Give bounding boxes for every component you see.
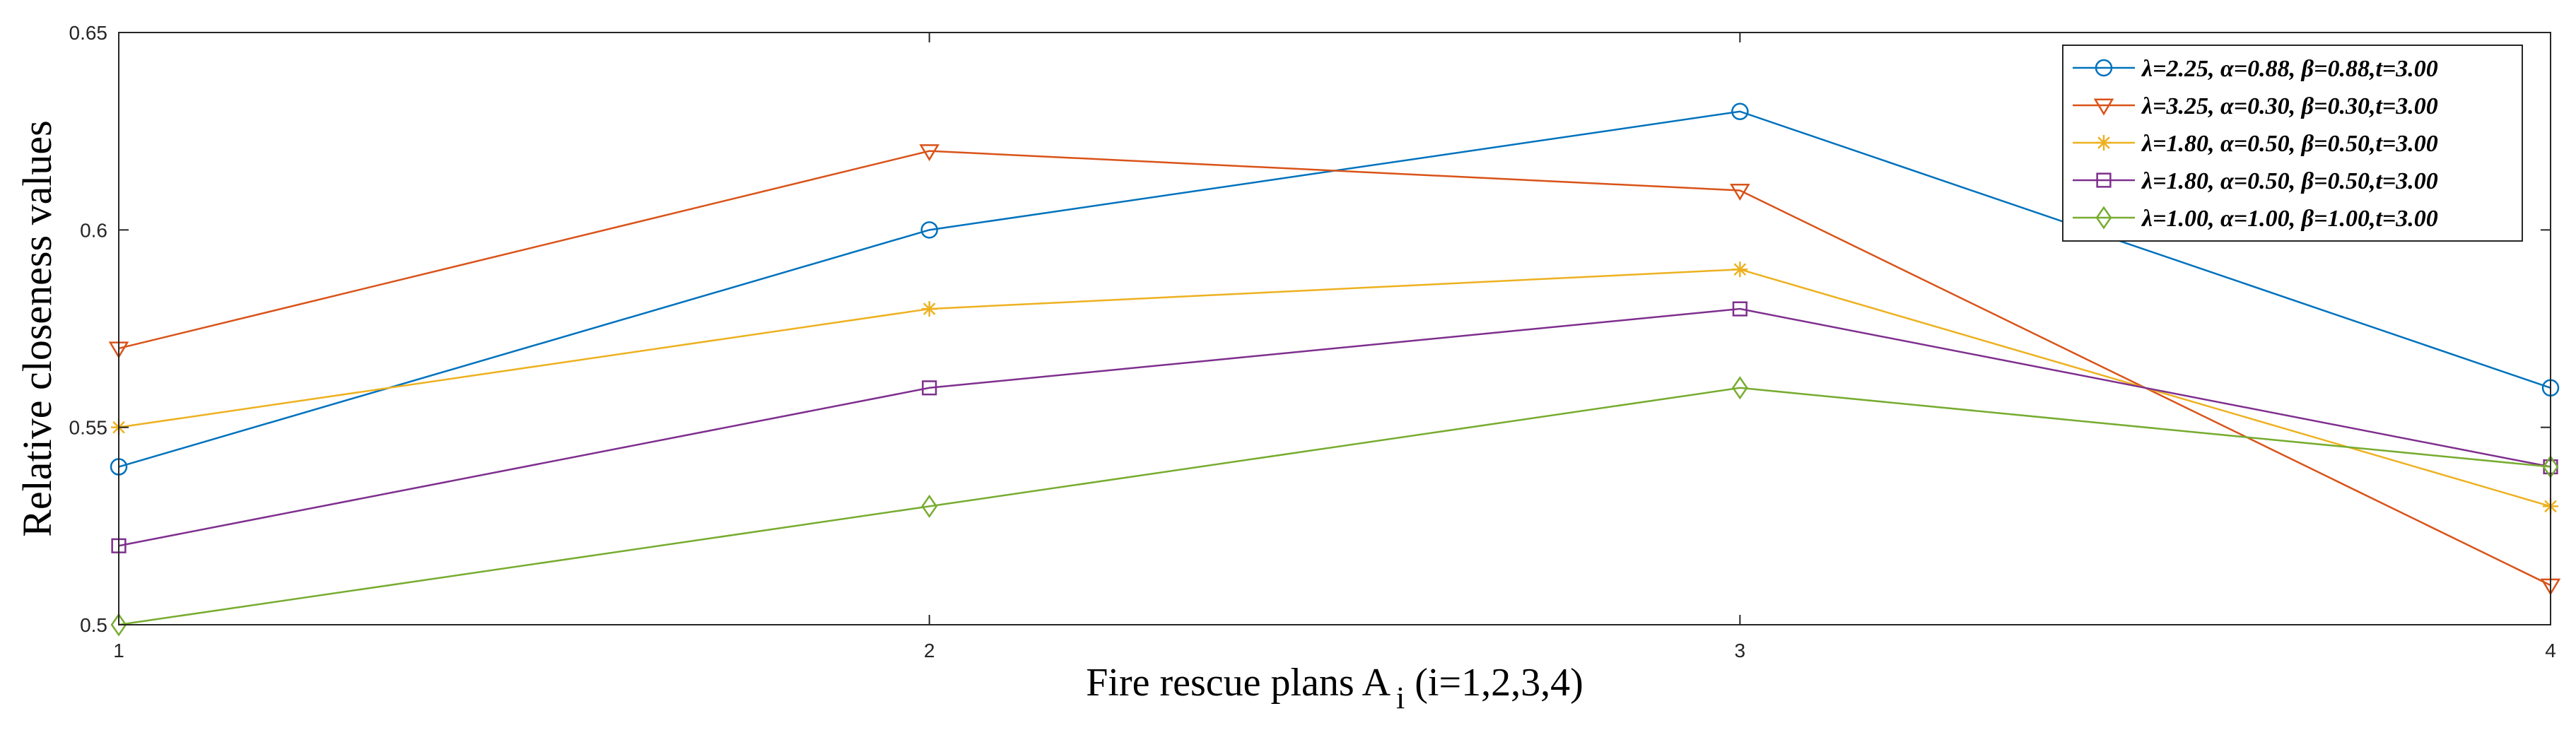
series-3-point [1732, 261, 1748, 278]
y-tick-label: 0.6 [80, 219, 107, 241]
series-5-point [110, 613, 127, 637]
legend-label: λ=3.25, α=0.30, β=0.30,t=3.00 [2141, 93, 2438, 119]
series-5-point [921, 494, 938, 518]
x-axis-title-subscript: i [1396, 681, 1405, 715]
x-tick-label: 4 [2545, 640, 2556, 662]
series-layer [108, 102, 2561, 637]
x-tick-label: 3 [1735, 640, 1746, 662]
y-tick-label: 0.5 [80, 614, 107, 636]
x-axis-title-tail: (i=1,2,3,4) [1405, 661, 1583, 705]
legend-entry-1: λ=2.25, α=0.88, β=0.88,t=3.00 [2073, 56, 2438, 82]
legend-marker [2096, 172, 2112, 188]
legend-entry-5: λ=1.00, α=1.00, β=1.00,t=3.00 [2073, 206, 2438, 232]
series-1-point [1731, 102, 1749, 120]
series-5-point [1731, 376, 1748, 400]
series-2-point [919, 144, 939, 162]
legend-label: λ=1.00, α=1.00, β=1.00,t=3.00 [2141, 206, 2438, 232]
x-axis-title-main: Fire rescue plans A [1086, 661, 1391, 705]
axes-box [118, 32, 2551, 625]
series-4-point [922, 380, 937, 396]
legend-label: λ=1.80, α=0.50, β=0.50,t=3.00 [2141, 168, 2438, 194]
x-tick-label: 2 [924, 640, 935, 662]
ticks-layer: 1 2 3 4 0.5 0.55 0.6 0.65 [69, 22, 2556, 662]
legend-entry-2: λ=3.25, α=0.30, β=0.30,t=3.00 [2073, 93, 2438, 119]
legend-box [2062, 45, 2523, 242]
legend-marker [2096, 135, 2112, 151]
y-axis-title: Relative closeness values [14, 120, 60, 537]
x-tick-label: 1 [113, 640, 124, 662]
series-4-point [1732, 301, 1747, 317]
series-4-line [118, 307, 2551, 547]
asterisk-stroke [923, 302, 936, 315]
legend-marker [2093, 98, 2114, 116]
legend-marker [2095, 59, 2113, 77]
legend-label: λ=2.25, α=0.88, β=0.88,t=3.00 [2141, 56, 2438, 82]
asterisk-stroke [2097, 136, 2110, 149]
legend-entry-3: λ=1.80, α=0.50, β=0.50,t=3.00 [2073, 131, 2438, 157]
series-1-point [920, 221, 938, 239]
series-2-point [1730, 183, 1750, 201]
legend-entry-4: λ=1.80, α=0.50, β=0.50,t=3.00 [2073, 168, 2438, 194]
series-3-point [921, 301, 937, 317]
legend-marker [2095, 206, 2112, 230]
y-tick-label: 0.65 [69, 22, 108, 44]
legend-label: λ=1.80, α=0.50, β=0.50,t=3.00 [2141, 131, 2438, 157]
asterisk-stroke [1733, 263, 1747, 276]
y-tick-label: 0.55 [69, 417, 108, 439]
series-5-line [118, 387, 2551, 626]
legend: λ=2.25, α=0.88, β=0.88,t=3.00 λ=3.25, α=0… [2062, 45, 2523, 242]
